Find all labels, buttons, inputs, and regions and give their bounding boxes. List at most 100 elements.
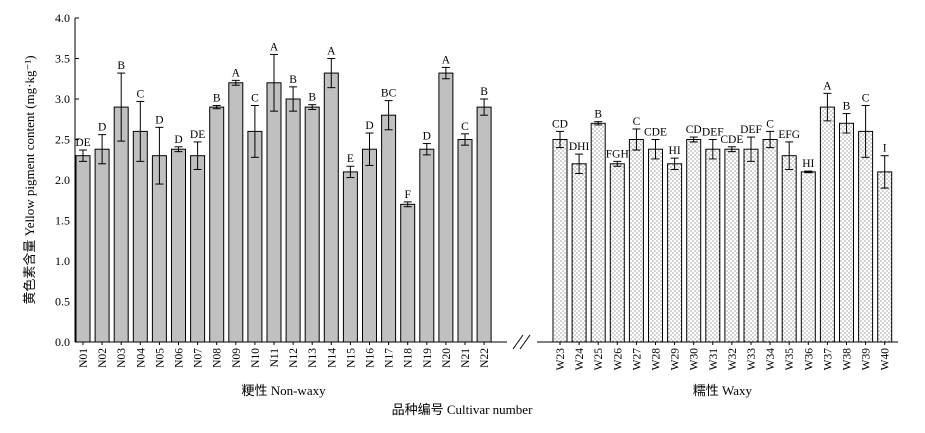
bar	[419, 148, 435, 343]
significance-label: B	[117, 60, 125, 72]
bar	[132, 130, 148, 343]
significance-label: CDE	[644, 127, 667, 139]
significance-label: EFG	[778, 129, 800, 141]
significance-label: CDE	[720, 134, 743, 146]
significance-label: B	[213, 92, 221, 104]
x-tick-label: N18	[403, 348, 415, 368]
x-tick-label: W29	[670, 348, 682, 371]
significance-label: DEF	[702, 127, 724, 139]
significance-label: A	[327, 46, 336, 58]
significance-label: D	[365, 120, 373, 132]
bar	[476, 106, 492, 343]
significance-label: F	[404, 189, 410, 201]
significance-label: A	[270, 41, 279, 53]
x-tick-label: N04	[135, 348, 147, 368]
bar	[171, 148, 186, 343]
x-tick-label: W23	[555, 348, 567, 371]
y-tick-label: 4.0	[55, 11, 70, 25]
y-tick-label: 0.5	[55, 295, 70, 309]
x-tick-label: W32	[727, 348, 739, 371]
bar	[800, 171, 816, 343]
x-tick-label: N22	[479, 348, 491, 368]
significance-label: BC	[381, 88, 397, 100]
significance-label: DEF	[740, 124, 762, 136]
significance-label: I	[883, 143, 887, 155]
significance-label: B	[594, 109, 602, 121]
significance-label: B	[843, 101, 851, 113]
x-tick-label: N02	[97, 348, 109, 368]
bar	[590, 122, 606, 343]
group-label: 糯性 Waxy	[693, 383, 753, 398]
bar	[285, 98, 301, 343]
bar	[724, 148, 740, 343]
bar	[323, 72, 339, 343]
significance-label: C	[862, 92, 870, 104]
x-tick-label: N01	[78, 348, 90, 368]
bar	[209, 106, 225, 343]
bar	[705, 148, 721, 343]
x-tick-label: W33	[746, 348, 758, 371]
bar	[609, 163, 625, 343]
bar	[113, 106, 129, 343]
significance-label: CD	[552, 118, 568, 130]
significance-label: CD	[686, 124, 702, 136]
bar	[438, 72, 454, 343]
significance-label: DHI	[569, 141, 590, 153]
x-axis-title: 品种编号 Cultivar number	[392, 402, 533, 417]
y-tick-label: 2.0	[55, 173, 70, 187]
x-tick-label: W39	[861, 348, 873, 371]
x-tick-label: W37	[822, 348, 834, 371]
axis-break-mark	[519, 334, 531, 350]
x-tick-label: N15	[345, 348, 357, 368]
significance-label: C	[251, 92, 259, 104]
y-tick-label: 2.5	[55, 133, 70, 147]
significance-label: DE	[190, 129, 205, 141]
x-tick-label: W24	[574, 348, 586, 371]
bar	[552, 139, 568, 343]
bar	[304, 106, 320, 343]
x-tick-label: W36	[803, 348, 815, 371]
bar	[190, 155, 206, 343]
significance-label: D	[98, 122, 106, 134]
x-tick-label: N12	[288, 348, 300, 368]
bar	[381, 114, 397, 343]
bar	[648, 148, 663, 343]
significance-label: B	[289, 74, 297, 86]
bar	[877, 171, 893, 343]
significance-label: B	[480, 86, 488, 98]
significance-label: D	[423, 131, 431, 143]
x-tick-label: N21	[460, 348, 472, 368]
x-tick-label: N11	[269, 348, 281, 368]
bar	[667, 163, 683, 343]
bar	[571, 163, 587, 343]
significance-label: HI	[802, 158, 814, 170]
bar	[858, 130, 874, 343]
x-tick-label: N19	[422, 348, 434, 368]
significance-label: A	[232, 67, 241, 79]
x-tick-label: N14	[326, 348, 338, 368]
bar	[247, 130, 263, 343]
x-tick-label: W35	[784, 348, 796, 371]
significance-label: FGH	[606, 148, 629, 160]
significance-label: HI	[669, 145, 681, 157]
x-tick-label: N07	[193, 348, 205, 368]
bar	[400, 203, 416, 343]
significance-label: E	[347, 153, 354, 165]
y-tick-label: 1.5	[55, 214, 70, 228]
plot-area: 0.00.51.01.52.02.53.03.54.0DEN01DN02BN03…	[55, 11, 898, 398]
x-tick-label: N05	[154, 348, 166, 368]
y-tick-label: 0.0	[55, 335, 70, 349]
significance-label: DE	[75, 137, 90, 149]
x-tick-label: W28	[651, 348, 663, 371]
y-tick-label: 3.5	[55, 52, 70, 66]
x-tick-label: W27	[631, 348, 643, 371]
bar	[628, 139, 644, 343]
y-axis-title: 黄色素含量 Yellow pigment content (mg·kg⁻¹)	[22, 55, 37, 304]
bar	[457, 139, 473, 343]
bar	[686, 139, 702, 343]
bar	[839, 122, 854, 343]
bar	[75, 155, 91, 343]
significance-label: C	[766, 118, 774, 130]
x-tick-label: N13	[307, 348, 319, 368]
